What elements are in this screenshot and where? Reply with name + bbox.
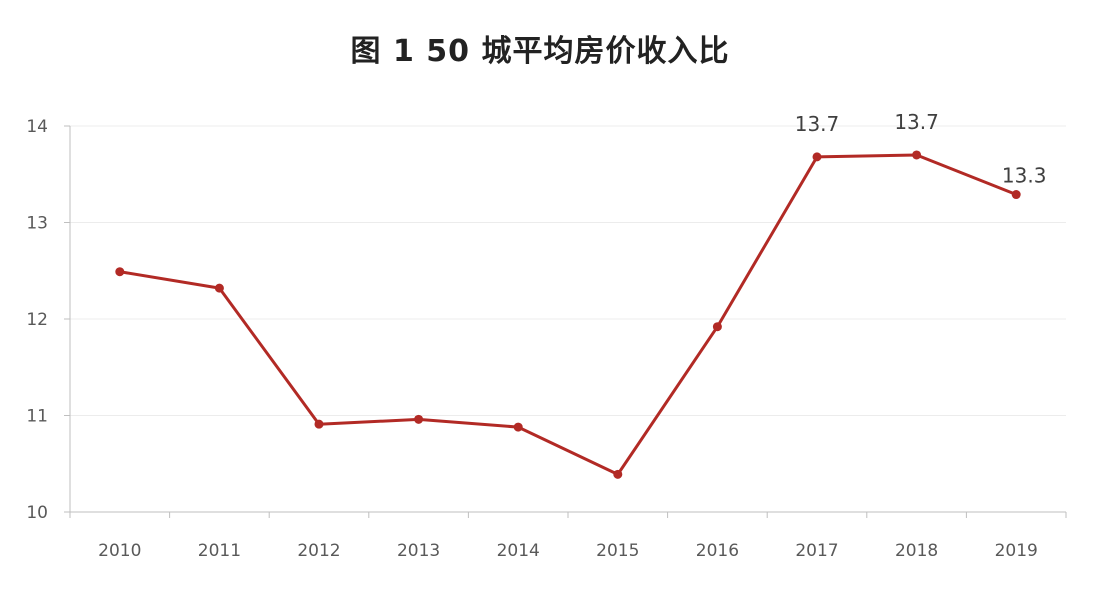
x-tick-label: 2018 bbox=[895, 541, 938, 561]
data-point bbox=[1011, 190, 1021, 200]
data-point bbox=[712, 322, 722, 332]
y-tick-label: 12 bbox=[26, 310, 48, 330]
x-tick-label: 2016 bbox=[696, 541, 739, 561]
x-tick-label: 2011 bbox=[198, 541, 241, 561]
chart-title: 图 1 50 城平均房价收入比 bbox=[350, 34, 730, 69]
series-line bbox=[119, 153, 1017, 476]
y-tick-label: 13 bbox=[26, 214, 48, 234]
x-tick-label: 2012 bbox=[297, 541, 340, 561]
y-tick-label: 10 bbox=[26, 503, 48, 523]
x-tick-label: 2015 bbox=[596, 541, 639, 561]
data-point bbox=[812, 152, 822, 162]
x-tick-label: 2014 bbox=[497, 541, 540, 561]
x-tick-label: 2013 bbox=[397, 541, 440, 561]
data-point bbox=[513, 422, 523, 432]
data-label: 13.7 bbox=[795, 112, 840, 136]
data-point bbox=[613, 469, 623, 479]
x-tick-label: 2010 bbox=[98, 541, 141, 561]
y-tick-label: 11 bbox=[26, 407, 48, 427]
data-point bbox=[115, 267, 125, 277]
data-point bbox=[214, 283, 224, 293]
x-tick-label: 2019 bbox=[995, 541, 1038, 561]
data-label: 13.7 bbox=[894, 110, 939, 134]
data-point bbox=[414, 414, 424, 424]
data-point bbox=[912, 150, 922, 160]
data-label: 13.3 bbox=[1002, 164, 1047, 188]
data-point bbox=[314, 419, 324, 429]
x-tick-label: 2017 bbox=[795, 541, 838, 561]
y-tick-label: 14 bbox=[26, 117, 48, 137]
